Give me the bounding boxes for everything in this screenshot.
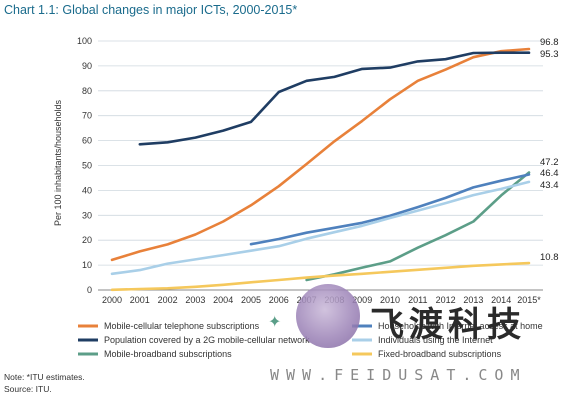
end-label: 43.4 [540, 180, 559, 191]
y-tick-label: 20 [82, 235, 92, 245]
x-tick-label: 2012 [436, 295, 456, 305]
y-tick-label: 50 [82, 161, 92, 171]
x-tick-label: 2006 [269, 295, 289, 305]
legend-label: Individuals using the Internet [378, 335, 493, 345]
end-label: 47.2 [540, 157, 559, 168]
legend: Mobile-cellular telephone subscriptions P… [78, 321, 543, 359]
legend-label: Mobile-cellular telephone subscriptions [104, 321, 260, 331]
series-lines [110, 47, 531, 292]
note-text: Note: *ITU estimates. [4, 372, 85, 382]
y-tick-label: 60 [82, 136, 92, 146]
y-tick-label: 30 [82, 210, 92, 220]
y-axis-label: Per 100 inhabitants/households [53, 99, 63, 226]
x-tick-label: 2004 [213, 295, 233, 305]
end-label: 95.3 [540, 49, 559, 60]
x-tick-label: 2009 [352, 295, 372, 305]
legend-label: Fixed-broadband subscriptions [378, 349, 502, 359]
y-tick-label: 90 [82, 61, 92, 71]
y-tick-labels: 0 10 20 30 40 50 60 70 80 90 100 [77, 36, 92, 295]
y-tick-label: 0 [87, 285, 92, 295]
x-tick-label: 2002 [158, 295, 178, 305]
chart-title: Chart 1.1: Global changes in major ICTs,… [4, 3, 298, 17]
legend-label: Population covered by a 2G mobile-cellul… [104, 335, 310, 345]
watermark-star-icon: ✦ [268, 314, 282, 331]
x-tick-label: 2001 [130, 295, 150, 305]
series-line-2 [305, 171, 531, 282]
legend-label: Mobile-broadband subscriptions [104, 349, 232, 359]
x-tick-label: 2014 [491, 295, 511, 305]
y-tick-label: 40 [82, 185, 92, 195]
x-tick-label: 2015* [517, 295, 541, 305]
series-line-4 [110, 180, 531, 276]
watermark-text: 飞渡科技 [370, 305, 526, 345]
series-line-1 [138, 51, 531, 146]
watermark-url: WWW.FEIDUSAT.COM [270, 366, 527, 384]
watermark-logo [296, 284, 360, 348]
x-tick-label: 2005 [241, 295, 261, 305]
y-tick-label: 80 [82, 86, 92, 96]
x-tick-label: 2000 [102, 295, 122, 305]
legend-label: Households with Internet access at home [378, 321, 543, 331]
end-label: 10.8 [540, 252, 559, 263]
x-tick-label: 2011 [408, 295, 427, 305]
end-labels: 96.895.3 47.246.443.4 10.8 [540, 37, 559, 263]
x-tick-label: 2010 [380, 295, 400, 305]
end-label: 96.8 [540, 37, 559, 48]
x-tick-label: 2003 [185, 295, 205, 305]
y-tick-label: 100 [77, 36, 92, 46]
source-text: Source: ITU. [4, 384, 52, 394]
x-tick-label: 2013 [463, 295, 483, 305]
series-line-0 [110, 47, 531, 262]
y-tick-label: 70 [82, 111, 92, 121]
series-line-3 [249, 173, 531, 246]
end-label: 46.4 [540, 168, 559, 179]
y-tick-label: 10 [82, 260, 92, 270]
series-line-5 [110, 261, 531, 292]
